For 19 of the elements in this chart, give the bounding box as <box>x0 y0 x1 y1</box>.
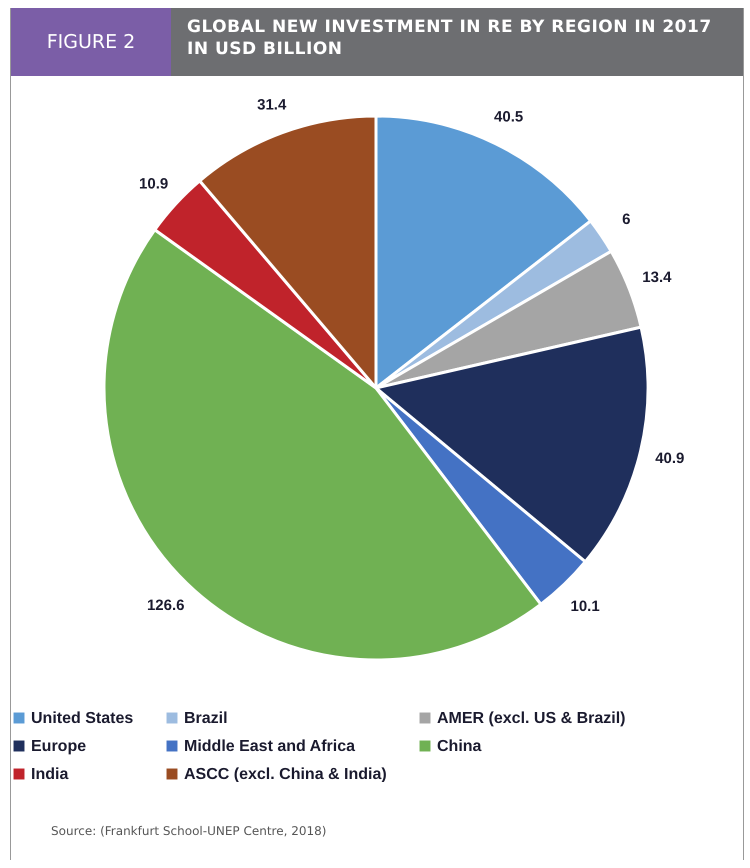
data-label: 40.9 <box>655 450 684 467</box>
data-label: 13.4 <box>642 269 672 286</box>
legend-label: AMER (excl. US & Brazil) <box>437 710 626 727</box>
legend-label: United States <box>31 710 134 727</box>
data-label: 10.1 <box>570 598 600 615</box>
legend-label: India <box>31 766 68 783</box>
data-label: 6 <box>622 210 630 228</box>
legend-label: China <box>437 738 482 755</box>
chart-subtitle: GLOBAL NEW INVESTMENT IN RE BY REGION IN 2017 IN USD BILLION <box>171 8 743 76</box>
legend-label: Middle East and Africa <box>184 738 356 755</box>
chart-title: FIGURE 2 <box>11 8 171 76</box>
source-note: Source: (Frankfurt School-UNEP Centre, 2018) <box>51 824 326 838</box>
legend-label: Brazil <box>184 710 228 727</box>
data-label: 126.6 <box>146 596 184 614</box>
legend-label: Europe <box>31 738 86 755</box>
data-label: 31.4 <box>257 96 287 114</box>
data-label: 10.9 <box>139 176 168 193</box>
data-label: 40.5 <box>494 108 524 126</box>
legend-label: ASCC (excl. China & India) <box>184 766 387 783</box>
